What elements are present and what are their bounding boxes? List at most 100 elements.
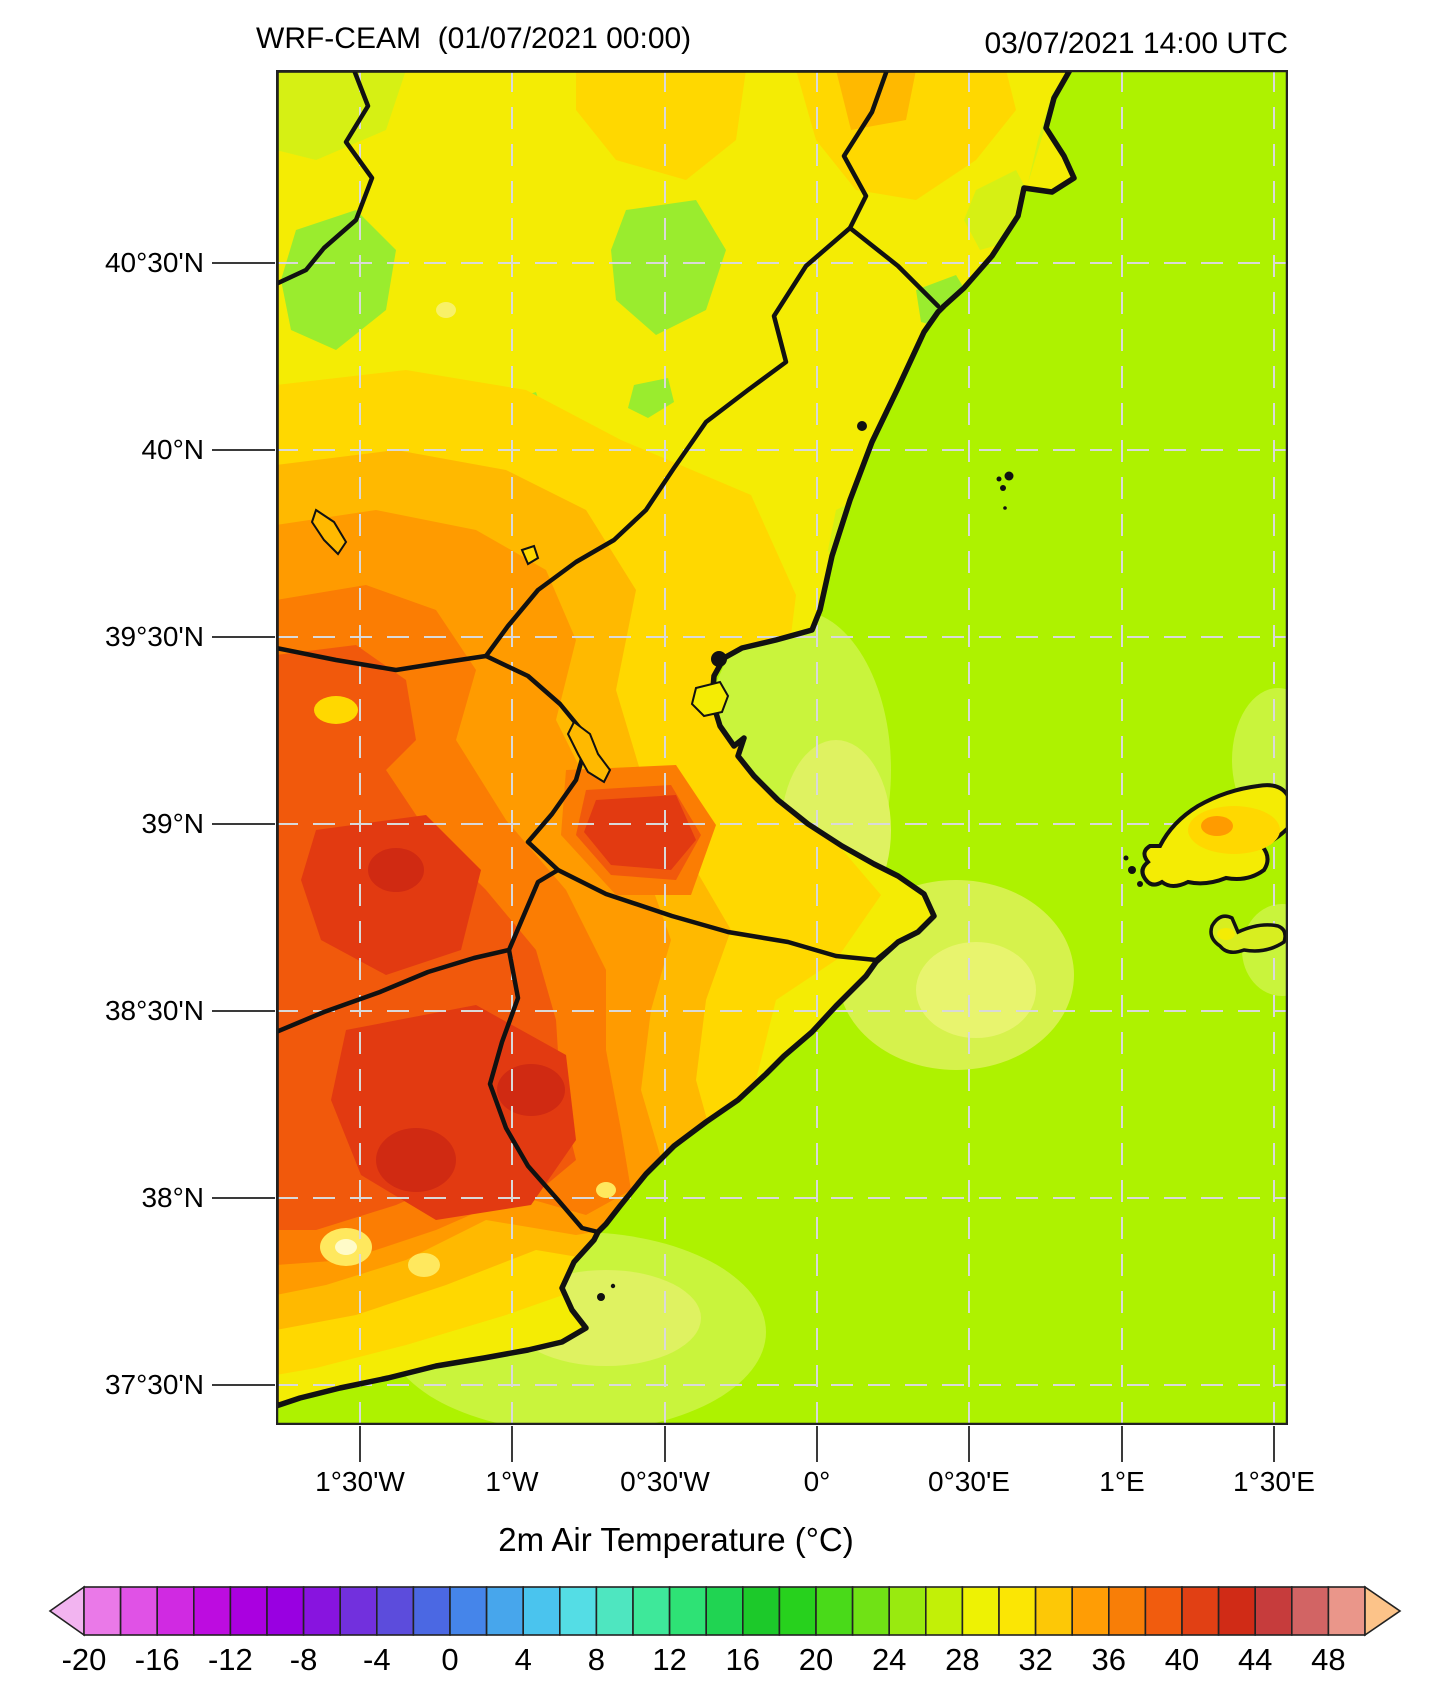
lat-label: 38°N [141, 1182, 204, 1213]
colorbar-right-arrow [1364, 1585, 1402, 1637]
valid-time-label: 03/07/2021 14:00 UTC [984, 27, 1288, 60]
colorbar [48, 1585, 1402, 1637]
colorbar-cell [412, 1586, 451, 1636]
lagoon-and-reservoir-outlines [310, 508, 730, 784]
colorbar-cell [1181, 1586, 1220, 1636]
graticule [276, 70, 1288, 1425]
lat-tick [212, 1197, 275, 1199]
colorbar-cell [522, 1586, 561, 1636]
formentera-island [1209, 914, 1287, 954]
colorbar-cell [1254, 1586, 1293, 1636]
colorbar-cell [1034, 1586, 1073, 1636]
lon-tick [359, 1426, 361, 1462]
lat-tick [212, 1010, 275, 1012]
page-title: WRF-CEAM (01/07/2021 00:00) [256, 22, 692, 55]
province-boundaries [276, 70, 941, 1235]
lat-label: 39°30'N [104, 621, 204, 652]
colorbar-tick-label: 20 [798, 1642, 834, 1677]
colorbar-cell [851, 1586, 890, 1636]
colorbar-tick-label: 0 [441, 1642, 459, 1677]
lat-label: 40°N [141, 434, 204, 465]
colorbar-tick-label: 16 [725, 1642, 761, 1677]
colorbar-title: 2m Air Temperature (°C) [498, 1521, 854, 1558]
valencia-city-mark [711, 651, 727, 667]
lat-label: 37°30'N [104, 1369, 204, 1400]
colorbar-cell [632, 1586, 671, 1636]
colorbar-cell [302, 1586, 342, 1636]
colorbar-cell [485, 1586, 525, 1636]
lon-tick [1273, 1426, 1275, 1462]
lon-label: 1°W [485, 1466, 539, 1497]
dark-red-spots [368, 848, 565, 1192]
lon-label: 0°30'W [620, 1466, 710, 1497]
colorbar-tick-label: 8 [587, 1642, 606, 1677]
lat-tick [212, 449, 275, 451]
colorbar-tick-label: -4 [363, 1642, 391, 1677]
tabarca-islet [597, 1283, 616, 1301]
lon-label: 0°30'E [928, 1466, 1010, 1497]
lat-label: 40°30'N [104, 247, 204, 278]
colorbar-tick-label: 4 [514, 1642, 532, 1677]
map-frame [276, 70, 1288, 1425]
colorbar-tick-label: 12 [652, 1642, 687, 1677]
colorbar-cell [1217, 1586, 1256, 1636]
lon-tick [816, 1426, 818, 1462]
colorbar-tick-label: 36 [1091, 1642, 1127, 1677]
columbretes-islands [996, 471, 1014, 510]
colorbar-tick-label: 40 [1164, 1642, 1200, 1677]
colorbar-cell [961, 1586, 1000, 1636]
city-and-islet-marks [597, 421, 1014, 1301]
colorbar-cell [119, 1586, 158, 1636]
map-area [276, 70, 1288, 1425]
colorbar-cell [1108, 1586, 1147, 1636]
colorbar-cell [595, 1586, 634, 1636]
colorbar-cell [1291, 1586, 1330, 1636]
lat-label: 39°N [141, 808, 204, 839]
lon-label: 0° [803, 1466, 831, 1497]
lon-label: 1°E [1099, 1466, 1145, 1497]
lon-tick [968, 1426, 970, 1462]
colorbar-tick-label: 44 [1237, 1642, 1273, 1677]
colorbar-cell [741, 1586, 781, 1636]
colorbar-cell [339, 1586, 378, 1636]
lon-label: 1°30'W [315, 1466, 405, 1497]
lon-label: 1°30'E [1233, 1466, 1315, 1497]
colorbar-cell [156, 1586, 195, 1636]
colorbar-cell [1327, 1586, 1366, 1636]
colorbar-cell [266, 1586, 305, 1636]
lat-tick [212, 823, 275, 825]
colorbar-cell [815, 1586, 854, 1636]
colorbar-cell [229, 1586, 268, 1636]
lat-tick [212, 1384, 275, 1386]
colorbar-cell [668, 1586, 707, 1636]
colorbar-tick-label: -12 [207, 1642, 253, 1677]
lat-tick [212, 262, 275, 264]
colorbar-cell [705, 1586, 744, 1636]
colorbar-cell [83, 1586, 122, 1636]
colorbar-left-arrow [48, 1585, 85, 1637]
colorbar-cell [449, 1586, 488, 1636]
colorbar-tick-label: 28 [945, 1642, 980, 1677]
lat-label: 38°30'N [104, 995, 204, 1026]
colorbar-tick-label: -8 [289, 1642, 318, 1677]
colorbar-cell [778, 1586, 817, 1636]
lon-tick [664, 1426, 666, 1462]
colorbar-cell [193, 1586, 232, 1636]
colorbar-cell [375, 1586, 415, 1636]
colorbar-tick-label: 32 [1018, 1642, 1053, 1677]
colorbar-tick-label: -16 [134, 1642, 180, 1677]
lon-tick [1121, 1426, 1123, 1462]
temperature-map-svg [276, 70, 1288, 1425]
castellon-city-mark [857, 421, 867, 431]
colorbar-cell [558, 1586, 598, 1636]
colorbar-tick-label: 48 [1311, 1642, 1346, 1677]
lon-tick [511, 1426, 513, 1462]
balearic-islands [1123, 783, 1288, 954]
colorbar-cell [924, 1586, 964, 1636]
colorbar-cell [1144, 1586, 1183, 1636]
lat-tick [212, 636, 275, 638]
colorbar-tick-label: -20 [61, 1642, 107, 1677]
colorbar-tick-label: 24 [871, 1642, 907, 1677]
colorbar-cell [1071, 1586, 1110, 1636]
